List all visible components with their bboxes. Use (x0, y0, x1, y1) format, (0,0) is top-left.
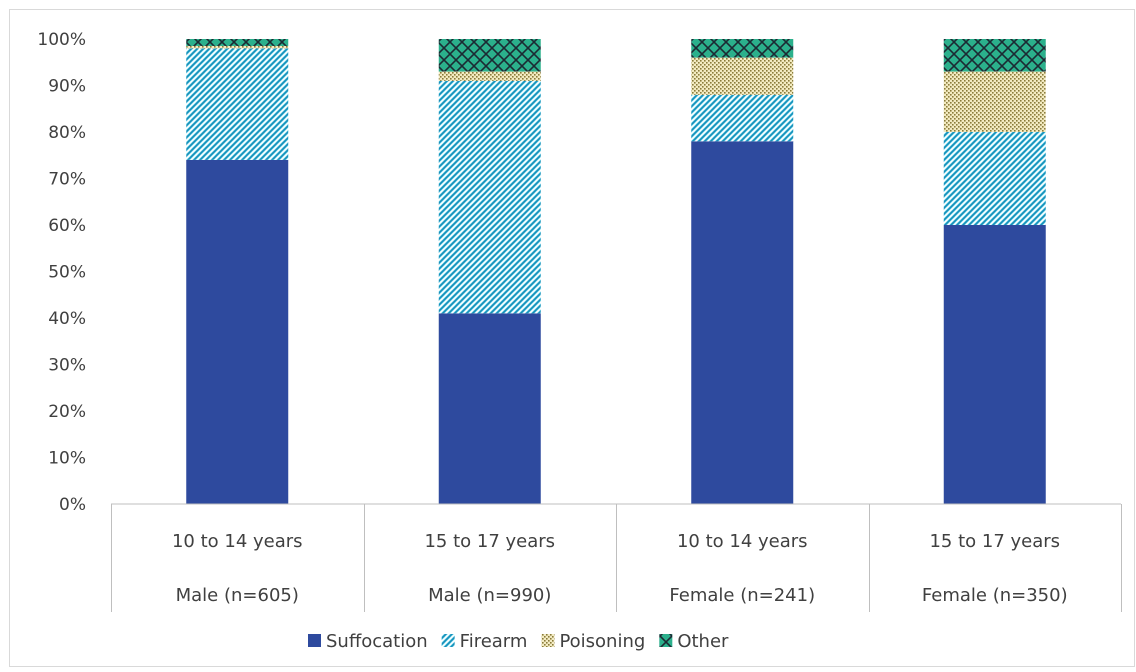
bar-segment-firearm (943, 132, 1046, 225)
x-tick-label-age: 15 to 17 years (424, 531, 555, 552)
bar-segment-firearm (691, 94, 794, 142)
x-tick-label-age: 10 to 14 years (172, 531, 303, 552)
bar-segment-other (691, 39, 794, 58)
legend-label-suffocation: Suffocation (326, 631, 428, 652)
y-tick-label: 40% (48, 309, 86, 329)
x-tick-label-group: Female (n=241) (669, 585, 815, 606)
bar-segment-other (186, 39, 289, 46)
legend-swatch-other (659, 634, 673, 647)
y-tick-label: 80% (48, 123, 86, 143)
y-tick-label: 70% (48, 170, 86, 190)
bar-segment-firearm (186, 48, 289, 160)
bars (186, 39, 1046, 505)
legend-swatch-firearm (441, 634, 455, 647)
bar-segment-other (438, 39, 541, 72)
bar-segment-suffocation (438, 313, 541, 504)
y-axis: 0% 10% 20% 30% 40% 50% 60% 70% 80% 90% 100% (37, 30, 86, 515)
legend-swatch-suffocation (308, 634, 321, 647)
legend: Suffocation Firearm Poisoning Other (308, 631, 729, 652)
x-axis: 10 to 14 years Male (n=605) 15 to 17 years… (111, 503, 1122, 612)
x-tick-label-group: Female (n=350) (922, 585, 1068, 606)
x-tick-label-age: 15 to 17 years (929, 531, 1060, 552)
y-tick-label: 60% (48, 216, 86, 236)
y-tick-label: 10% (48, 449, 86, 469)
bar-segment-other (943, 39, 1046, 72)
x-tick-label-group: Male (n=605) (176, 585, 299, 606)
bar-segment-suffocation (691, 141, 794, 505)
bar-segment-poisoning (186, 45, 289, 49)
x-tick-label-age: 10 to 14 years (677, 531, 808, 552)
legend-label-poisoning: Poisoning (559, 631, 645, 652)
bar-segment-poisoning (691, 57, 794, 95)
bar-segment-poisoning (438, 71, 541, 81)
y-tick-label: 50% (48, 263, 86, 283)
bar-segment-poisoning (943, 71, 1046, 132)
legend-swatch-poisoning (541, 634, 555, 647)
bar-segment-suffocation (186, 159, 289, 504)
y-tick-label: 0% (59, 495, 86, 515)
bar-segment-suffocation (943, 225, 1046, 504)
bar-segment-firearm (438, 80, 541, 314)
legend-label-firearm: Firearm (460, 631, 528, 652)
legend-label-other: Other (677, 631, 729, 652)
y-tick-label: 100% (37, 30, 86, 50)
x-tick-label-group: Male (n=990) (428, 585, 551, 606)
y-tick-label: 90% (48, 77, 86, 97)
y-tick-label: 30% (48, 356, 86, 376)
y-tick-label: 20% (48, 402, 86, 422)
